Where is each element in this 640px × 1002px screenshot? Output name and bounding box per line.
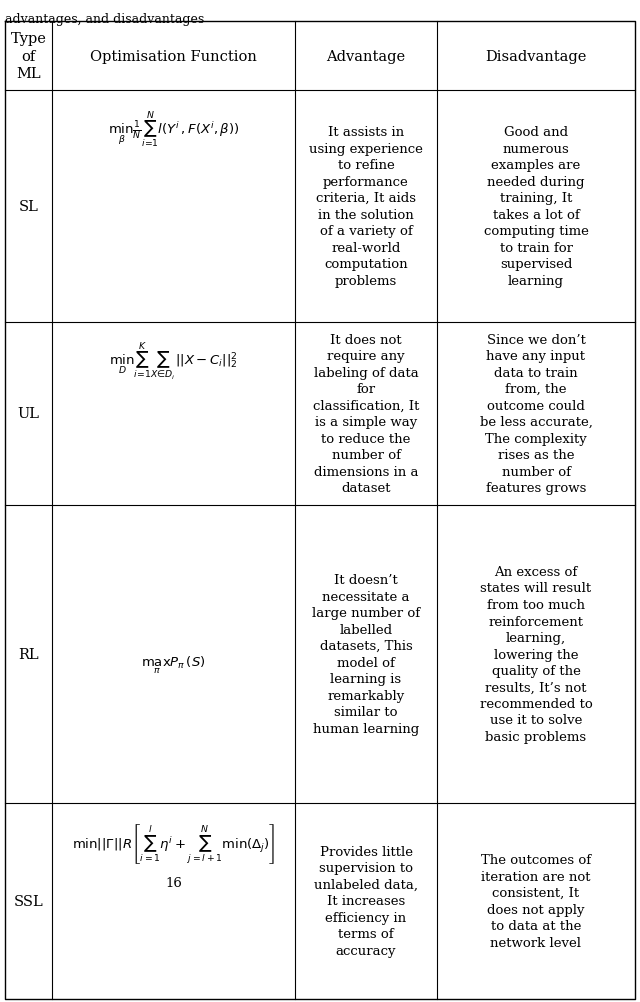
Text: RL: RL	[18, 647, 39, 661]
Text: Provides little
supervision to
unlabeled data,
It increases
efficiency in
terms : Provides little supervision to unlabeled…	[314, 845, 418, 957]
Text: $\min_{\beta} \frac{1}{N} \sum_{i=1}^{N} l(Y^i, F(X^i, \beta))$: $\min_{\beta} \frac{1}{N} \sum_{i=1}^{N}…	[108, 109, 239, 149]
Text: 16: 16	[165, 876, 182, 889]
Text: It does not
require any
labeling of data
for
classification, It
is a simple way
: It does not require any labeling of data…	[313, 334, 419, 495]
Text: Since we don’t
have any input
data to train
from, the
outcome could
be less accu: Since we don’t have any input data to tr…	[479, 334, 593, 495]
Text: $\min_{D} \sum_{i=1}^{K} \sum_{X \in D_i} ||X - C_i||_2^2$: $\min_{D} \sum_{i=1}^{K} \sum_{X \in D_i…	[109, 341, 238, 383]
Text: Good and
numerous
examples are
needed during
training, It
takes a lot of
computi: Good and numerous examples are needed du…	[484, 126, 588, 288]
Text: Optimisation Function: Optimisation Function	[90, 49, 257, 63]
Text: An excess of
states will result
from too much
reinforcement
learning,
lowering t: An excess of states will result from too…	[479, 565, 593, 743]
Text: It doesn’t
necessitate a
large number of
labelled
datasets, This
model of
learni: It doesn’t necessitate a large number of…	[312, 574, 420, 735]
Text: advantages, and disadvantages: advantages, and disadvantages	[5, 13, 204, 26]
Text: The outcomes of
iteration are not
consistent, It
does not apply
to data at the
n: The outcomes of iteration are not consis…	[481, 854, 591, 949]
Text: It assists in
using experience
to refine
performance
criteria, It aids
in the so: It assists in using experience to refine…	[309, 126, 423, 288]
Text: SSL: SSL	[13, 894, 44, 908]
Text: Disadvantage: Disadvantage	[485, 49, 587, 63]
Text: Type
of
ML: Type of ML	[11, 32, 47, 81]
Text: $\min ||\Gamma||R \left[\sum_{i=1}^{l} \eta^i + \sum_{j=l+1}^{N} \min(\Delta_j)\: $\min ||\Gamma||R \left[\sum_{i=1}^{l} \…	[72, 822, 275, 865]
Text: Advantage: Advantage	[326, 49, 406, 63]
Text: $\max_{\pi} P_{\pi}(S)$: $\max_{\pi} P_{\pi}(S)$	[141, 654, 206, 675]
Text: UL: UL	[17, 407, 40, 421]
Text: SL: SL	[19, 199, 38, 213]
